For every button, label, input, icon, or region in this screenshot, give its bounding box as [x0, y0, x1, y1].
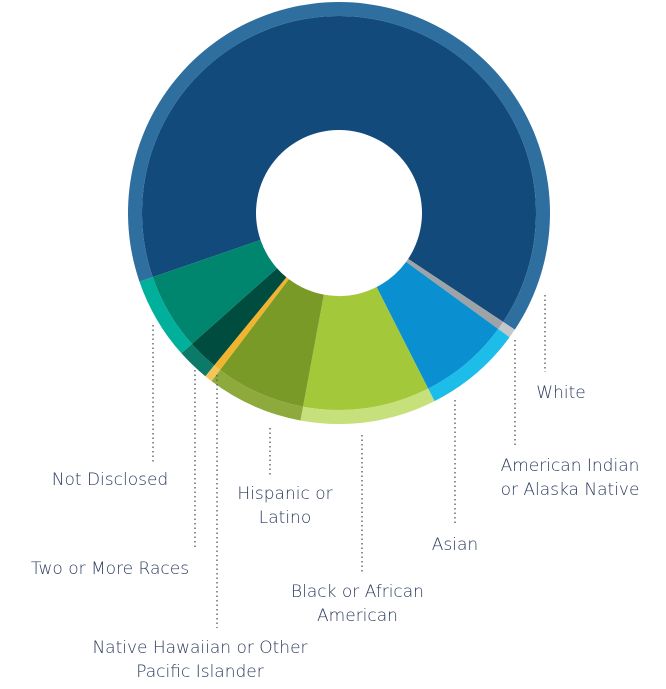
segment-rim — [300, 388, 435, 424]
segment-body — [220, 279, 324, 407]
segment-rim — [211, 369, 304, 421]
segment-label: Black or African American — [291, 582, 424, 626]
segment-body — [376, 261, 499, 389]
segment-rim — [181, 343, 215, 377]
donut-segment — [376, 261, 510, 402]
segment-label: American Indian or Alaska Native — [500, 456, 640, 500]
segment-rim — [498, 321, 515, 338]
donut-segment — [300, 287, 435, 424]
segment-label: Not Disclosed — [51, 470, 169, 490]
segment-label: Native Hawaiian or Other Pacific Islande… — [92, 638, 308, 682]
segment-body — [406, 258, 504, 330]
segment-body — [142, 16, 537, 322]
segment-rim — [205, 365, 221, 382]
segment-rim — [139, 277, 192, 354]
donut-segment — [139, 240, 278, 354]
segment-body — [214, 277, 289, 370]
segment-body — [152, 240, 278, 344]
segment-body — [303, 287, 429, 410]
donut-segment — [406, 258, 515, 338]
donut-segment — [211, 279, 324, 421]
donut-segment — [127, 2, 550, 330]
donut-segment — [205, 277, 289, 382]
segment-label: Asian — [431, 535, 479, 555]
segment-label: Two or More Races — [30, 559, 190, 579]
segment-rim — [428, 329, 510, 402]
segment-label: White — [536, 383, 586, 403]
segment-label: Hispanic or Latino — [237, 484, 333, 528]
donut-segment — [181, 268, 287, 377]
segment-body — [191, 268, 287, 366]
